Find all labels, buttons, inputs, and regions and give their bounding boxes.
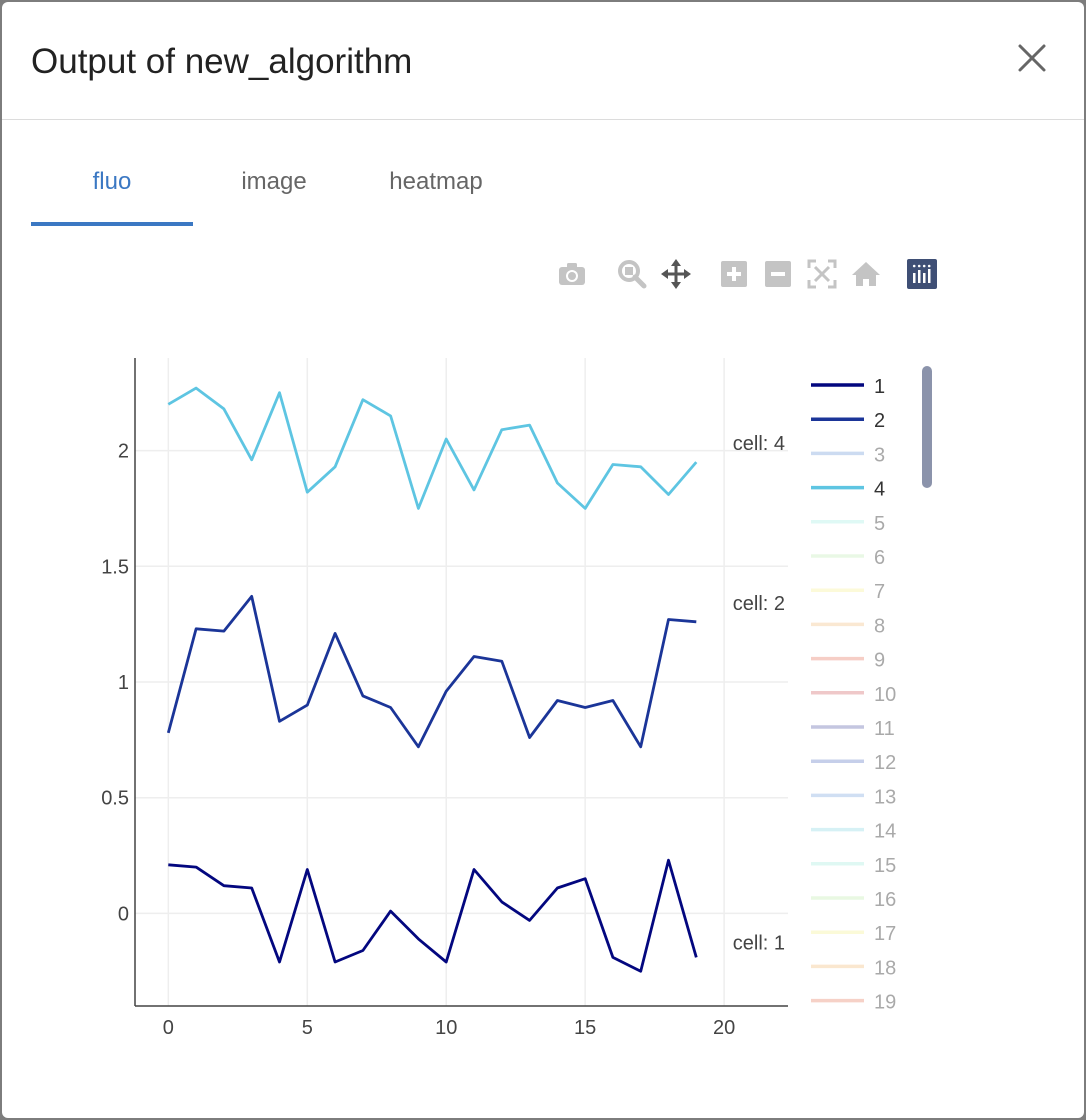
legend-label: 4 (874, 479, 885, 501)
legend-item-1[interactable]: 1 (811, 376, 885, 398)
axes: 0 5 10 15 20 0 0.5 1 1.5 2 (101, 358, 788, 1039)
trace-label-2: cell: 2 (733, 593, 785, 615)
legend-item-7[interactable]: 7 (811, 581, 885, 603)
y-tick-label: 1 (118, 672, 129, 694)
dialog-title: Output of new_algorithm (31, 42, 413, 81)
y-tick-label: 1.5 (101, 556, 129, 578)
y-tick-label: 0.5 (101, 788, 129, 810)
x-tick-label: 15 (574, 1017, 596, 1039)
legend-label: 17 (874, 923, 896, 945)
legend-label: 11 (874, 718, 895, 740)
series-line-4[interactable] (167, 386, 698, 510)
legend-label: 8 (874, 615, 885, 637)
legend-scrollbar[interactable] (922, 366, 932, 488)
legend-label: 12 (874, 752, 896, 774)
legend-label: 3 (874, 444, 885, 466)
tab-bar: fluo image heatmap (31, 142, 531, 226)
x-tick-label: 5 (302, 1017, 313, 1039)
legend-item-3[interactable]: 3 (811, 444, 885, 466)
legend-item-14[interactable]: 14 (811, 821, 896, 843)
x-tick-label: 20 (713, 1017, 735, 1039)
legend-item-6[interactable]: 6 (811, 547, 885, 569)
legend-item-5[interactable]: 5 (811, 513, 885, 535)
legend-label: 14 (874, 821, 896, 843)
grid-lines (135, 358, 788, 1006)
legend-item-11[interactable]: 11 (811, 718, 895, 740)
close-icon[interactable] (1014, 40, 1050, 76)
camera-icon[interactable] (556, 258, 588, 290)
tab-image[interactable]: image (241, 168, 307, 195)
legend-label: 13 (874, 786, 896, 808)
zoom-in-icon[interactable] (718, 258, 750, 290)
zoom-out-icon[interactable] (762, 258, 794, 290)
legend-label: 16 (874, 889, 896, 911)
plot-toolbar (552, 254, 942, 294)
legend-item-19[interactable]: 19 (811, 992, 896, 1014)
tab-heatmap[interactable]: heatmap (389, 168, 483, 195)
legend-label: 10 (874, 684, 896, 706)
legend-item-8[interactable]: 8 (811, 615, 885, 637)
reset-axes-icon[interactable] (850, 258, 882, 290)
legend-item-17[interactable]: 17 (811, 923, 896, 945)
legend-item-15[interactable]: 15 (811, 855, 896, 877)
plotly-logo-icon[interactable] (906, 258, 938, 290)
legend-label: 1 (874, 376, 885, 398)
legend-label: 7 (874, 581, 885, 603)
legend-item-2[interactable]: 2 (811, 410, 885, 432)
series-line-1[interactable] (168, 858, 698, 973)
trace-labels: cell: 1 cell: 2 cell: 4 (733, 433, 785, 954)
legend-item-4[interactable]: 4 (811, 479, 885, 501)
x-tick-label: 0 (163, 1017, 174, 1039)
legend-label: 18 (874, 957, 896, 979)
y-tick-label: 2 (118, 441, 129, 463)
legend-label: 2 (874, 410, 885, 432)
legend-item-13[interactable]: 13 (811, 786, 896, 808)
legend-label: 19 (874, 992, 896, 1014)
legend-item-16[interactable]: 16 (811, 889, 896, 911)
pan-icon[interactable] (660, 258, 692, 290)
dialog-header: Output of new_algorithm (2, 2, 1084, 120)
y-tick-label: 0 (118, 903, 129, 925)
autoscale-icon[interactable] (806, 258, 838, 290)
x-tick-label: 10 (435, 1017, 457, 1039)
legend-item-9[interactable]: 9 (811, 650, 885, 672)
trace-label-1: cell: 1 (733, 932, 785, 954)
legend-label: 9 (874, 650, 885, 672)
legend-item-10[interactable]: 10 (811, 684, 896, 706)
legend-label: 5 (874, 513, 885, 535)
legend-label: 15 (874, 855, 896, 877)
legend-label: 6 (874, 547, 885, 569)
legend-item-18[interactable]: 18 (811, 957, 896, 979)
series-lines (166, 386, 698, 973)
series-line-2[interactable] (166, 595, 697, 749)
tab-fluo[interactable]: fluo (31, 142, 193, 226)
zoom-icon[interactable] (616, 258, 648, 290)
trace-label-4: cell: 4 (733, 433, 785, 455)
legend-item-12[interactable]: 12 (811, 752, 896, 774)
